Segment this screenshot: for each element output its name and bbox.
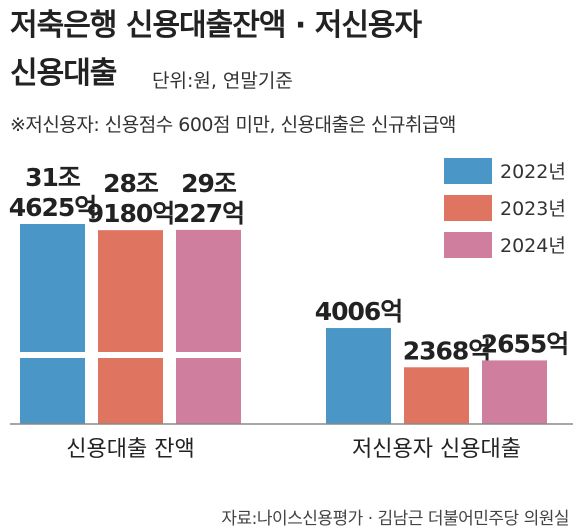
chart-title-line2: 신용대출	[10, 56, 117, 91]
data-label: 2368억	[403, 336, 491, 365]
data-label: 227억	[173, 199, 244, 228]
legend-swatch	[444, 232, 492, 258]
category-label: 신용대출 잔액	[66, 437, 194, 462]
data-label: 2655억	[481, 329, 569, 358]
chart-title: 저축은행 신용대출잔액 · 저신용자	[10, 8, 422, 43]
data-label: 4625억	[9, 193, 97, 222]
unit-label: 단위:원, 연말기준	[152, 70, 293, 92]
source-text: 자료:나이스신용평가 · 김남근 더불어민주당 의원실	[221, 509, 569, 529]
data-label: 28조	[103, 169, 159, 198]
bar-2024년-0	[176, 229, 241, 424]
legend-swatch	[444, 195, 492, 221]
bar-2023년-0	[98, 230, 163, 424]
category-label: 저신용자 신용대출	[352, 437, 521, 462]
axis-break	[14, 352, 250, 358]
legend-label: 2024년	[500, 235, 566, 257]
footnote: ※저신용자: 신용점수 600점 미만, 신용대출은 신규취급액	[10, 114, 456, 136]
data-label: 31조	[25, 163, 81, 192]
bar-2023년-1	[404, 367, 469, 424]
legend-label: 2023년	[500, 198, 566, 220]
bar-2022년-0	[20, 224, 85, 424]
data-label: 29조	[181, 169, 237, 198]
legend-swatch	[444, 158, 492, 184]
legend-label: 2022년	[500, 161, 566, 183]
data-label: 9180억	[87, 199, 175, 228]
data-label: 4006억	[315, 297, 403, 326]
bar-2024년-1	[482, 360, 547, 424]
bar-2022년-1	[326, 328, 391, 424]
